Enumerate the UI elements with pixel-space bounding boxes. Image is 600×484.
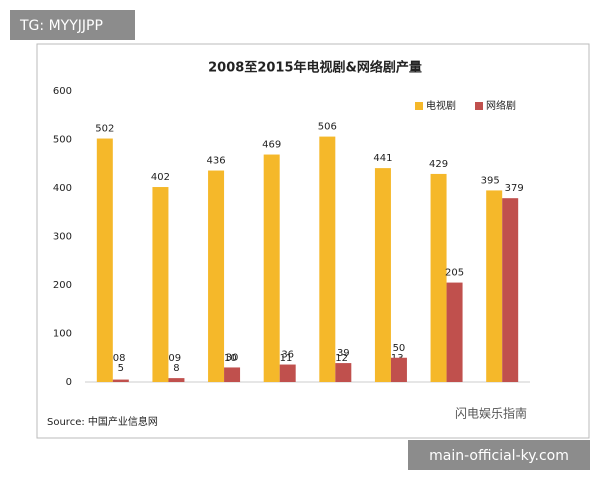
bar (279, 364, 296, 382)
y-tick-label: 400 (53, 183, 72, 194)
data-label: 39 (337, 348, 350, 359)
bar (168, 378, 185, 382)
bar (152, 187, 169, 382)
y-tick-label: 600 (53, 86, 72, 97)
data-label: 8 (173, 363, 179, 374)
bar (112, 379, 129, 382)
bar (486, 190, 503, 382)
bar (96, 138, 113, 382)
y-tick-label: 100 (53, 329, 72, 340)
legend-swatch (475, 102, 483, 110)
bar (319, 136, 336, 382)
y-tick-label: 300 (53, 232, 72, 243)
data-label: 436 (207, 156, 226, 167)
url-box (408, 440, 590, 470)
data-label: 469 (262, 140, 281, 151)
data-label: 205 (445, 268, 464, 279)
legend-label: 网络剧 (486, 99, 516, 112)
bar (208, 170, 225, 382)
data-label: 50 (393, 343, 406, 354)
data-label: 395 (481, 175, 500, 186)
data-label: 402 (151, 172, 170, 183)
source: Source: 中国产业信息网 (47, 415, 158, 428)
url: main-official-ky.com (429, 448, 569, 464)
bar (374, 168, 391, 382)
y-tick-label: 500 (53, 135, 72, 146)
legend-label: 电视剧 (426, 99, 456, 112)
chart-title: 2008至2015年电视剧&网络剧产量 (208, 60, 422, 76)
data-label: 30 (226, 352, 239, 363)
data-label: 429 (429, 159, 448, 170)
data-label: 506 (318, 122, 337, 133)
bar (335, 363, 352, 382)
data-label: 502 (95, 124, 114, 135)
bar (390, 357, 407, 382)
data-label: 379 (505, 183, 524, 194)
bar (263, 154, 280, 382)
data-label: 5 (118, 363, 124, 374)
y-tick-label: 0 (66, 377, 72, 388)
tag: TG: MYYJJPP (19, 18, 103, 34)
tag-box (10, 10, 135, 40)
bar (446, 282, 463, 382)
bar (224, 367, 241, 382)
bar (430, 173, 447, 382)
y-tick-label: 200 (53, 280, 72, 291)
bar (502, 198, 519, 382)
watermark: 闪电娱乐指南 (455, 406, 527, 421)
data-label: 36 (281, 350, 294, 361)
legend-swatch (415, 102, 423, 110)
data-label: 441 (373, 153, 392, 164)
